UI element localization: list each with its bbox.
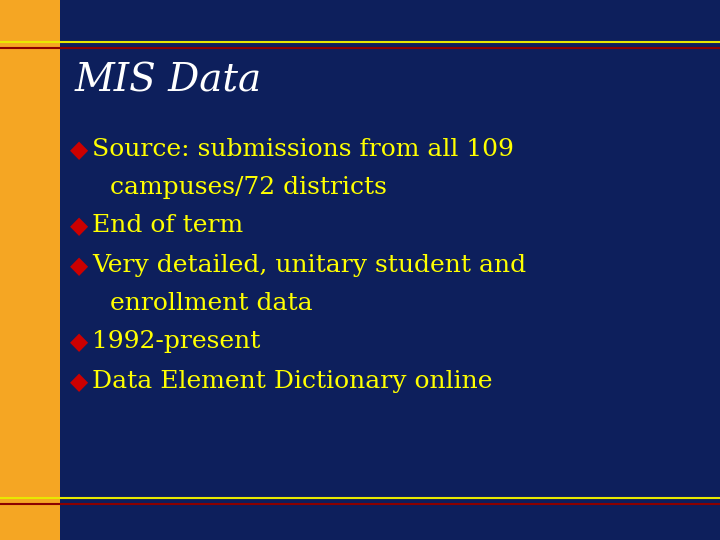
Text: ◆: ◆ bbox=[70, 254, 88, 278]
Text: End of term: End of term bbox=[92, 214, 243, 237]
Text: ◆: ◆ bbox=[70, 370, 88, 394]
Text: campuses/72 districts: campuses/72 districts bbox=[110, 176, 387, 199]
Text: 1992-present: 1992-present bbox=[92, 330, 261, 353]
Text: ◆: ◆ bbox=[70, 330, 88, 354]
Text: Data Element Dictionary online: Data Element Dictionary online bbox=[92, 370, 492, 393]
Text: MIS Data: MIS Data bbox=[75, 63, 262, 100]
Bar bbox=[0, 0, 60, 540]
Text: Very detailed, unitary student and: Very detailed, unitary student and bbox=[92, 254, 526, 277]
Text: ◆: ◆ bbox=[70, 214, 88, 238]
Text: ◆: ◆ bbox=[70, 138, 88, 162]
Text: Source: submissions from all 109: Source: submissions from all 109 bbox=[92, 138, 514, 161]
Text: enrollment data: enrollment data bbox=[110, 292, 312, 315]
